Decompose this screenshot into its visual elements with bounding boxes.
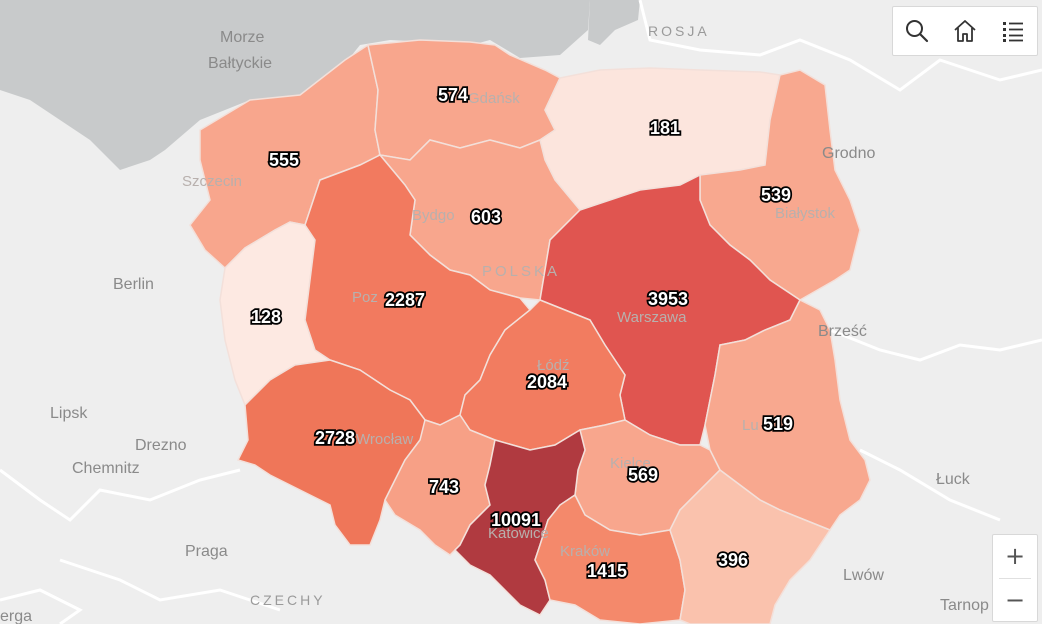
- voivodeships[interactable]: [189, 39, 871, 624]
- legend-button[interactable]: [993, 11, 1033, 51]
- zoom-in-button[interactable]: +: [993, 535, 1037, 578]
- value-warminsko-mazurskie: 181: [650, 118, 680, 138]
- value-slaskie: 10091: [491, 510, 541, 530]
- label-poznan: Poz: [352, 289, 378, 306]
- map-toolbar: [892, 6, 1038, 56]
- label-erga: erga: [0, 608, 32, 624]
- label-luck: Łuck: [936, 471, 971, 488]
- label-lipsk: Lipsk: [50, 405, 88, 422]
- label-katowice: Katowice: [488, 525, 549, 542]
- zoom-divider: [999, 577, 1031, 579]
- value-podlaskie: 539: [761, 185, 791, 205]
- value-opolskie: 743: [429, 477, 459, 497]
- label-wroclaw: Wrocław: [356, 431, 413, 448]
- label-lublin: Lu: [742, 417, 759, 434]
- label-lodz: Łódź: [537, 357, 570, 374]
- zoom-control: + −: [992, 534, 1038, 622]
- label-lwow: Lwów: [843, 567, 884, 584]
- home-button[interactable]: [945, 11, 985, 51]
- search-icon: [906, 20, 929, 43]
- label-drezno: Drezno: [135, 437, 187, 454]
- value-wielkopolskie: 2287: [385, 290, 425, 310]
- value-podkarpackie: 396: [718, 550, 748, 570]
- value-malopolskie: 1415: [587, 561, 627, 581]
- search-button[interactable]: [897, 11, 937, 51]
- value-labels: 555 574 181 539 603 128 2287 3953 2084 2…: [249, 83, 795, 583]
- label-berlin: Berlin: [113, 276, 154, 293]
- label-chemnitz: Chemnitz: [72, 460, 140, 477]
- baltic-sea-east: [588, 0, 640, 45]
- value-swietokrzyskie: 569: [628, 465, 658, 485]
- label-polska: POLSKA: [482, 263, 560, 280]
- label-krakow: Kraków: [560, 543, 610, 560]
- label-brzesc: Brześć: [818, 323, 867, 340]
- label-praga: Praga: [185, 543, 228, 560]
- zoom-out-button[interactable]: −: [993, 579, 1037, 622]
- value-lodzkie: 2084: [527, 372, 567, 392]
- value-lubuskie: 128: [251, 307, 281, 327]
- value-pomorskie: 574: [438, 85, 468, 105]
- value-lubelskie: 519: [763, 414, 793, 434]
- label-sea-line1: Morze: [220, 29, 265, 46]
- home-icon: [954, 20, 976, 42]
- value-zachodniopomorskie: 555: [269, 150, 299, 170]
- label-warszawa: Warszawa: [617, 309, 687, 326]
- label-rosja: ROSJA: [648, 23, 710, 39]
- label-sea-line2: Bałtyckie: [208, 55, 272, 72]
- label-bialystok: Białystok: [775, 205, 836, 222]
- place-labels: Morze Bałtyckie ROSJA POLSKA CZECHY Berl…: [0, 23, 989, 624]
- label-gdansk: Gdańsk: [468, 90, 520, 107]
- label-czechy: CZECHY: [250, 592, 326, 608]
- value-mazowieckie: 3953: [648, 289, 688, 309]
- region-podkarpackie[interactable]: [669, 469, 832, 624]
- value-dolnoslaskie: 2728: [315, 428, 355, 448]
- label-szczecin: Szczecin: [182, 173, 242, 190]
- value-kujawsko-pomorskie: 603: [471, 207, 501, 227]
- label-kielce: Kielce: [610, 455, 651, 472]
- legend-list-icon: [1003, 22, 1023, 42]
- label-grodno: Grodno: [822, 145, 875, 162]
- label-tarnop: Tarnop: [940, 597, 989, 614]
- region-malopolskie[interactable]: [534, 493, 686, 624]
- label-bydgoszcz: Bydgo: [412, 207, 455, 224]
